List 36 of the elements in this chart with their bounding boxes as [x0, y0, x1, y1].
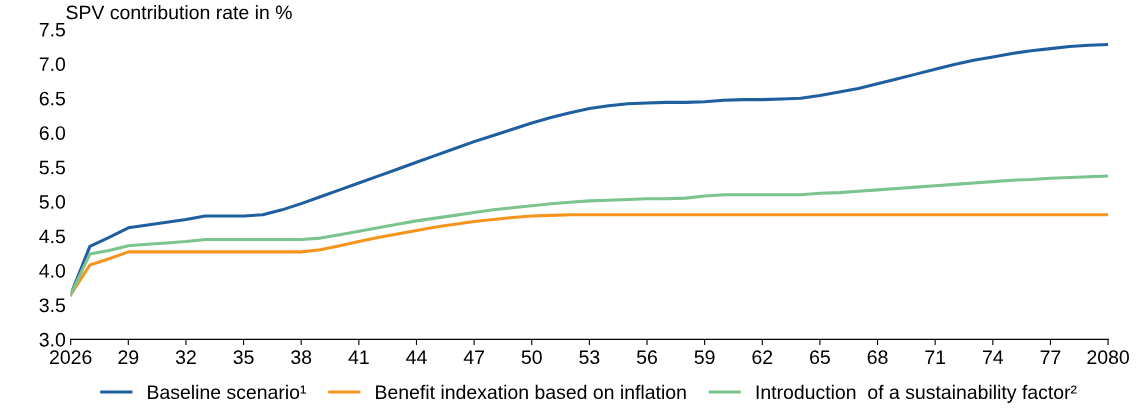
y-tick-label: 6.5	[39, 91, 66, 106]
x-tick-label: 44	[406, 350, 427, 364]
x-tick-label: 53	[579, 350, 600, 365]
y-tick-label: 4.0	[39, 263, 66, 278]
y-tick-label: 5.0	[39, 195, 66, 209]
y-tick-label: 3.0	[39, 332, 66, 347]
y-tick-label: 4.5	[39, 229, 66, 244]
legend-label: Baseline scenario¹	[148, 384, 307, 400]
line-series	[70, 42, 1109, 297]
x-tick-label: 41	[348, 350, 369, 364]
x-tick-label: 29	[118, 350, 139, 365]
y-tick-label: 7.0	[39, 57, 66, 72]
x-tick-label: 77	[1040, 350, 1061, 364]
x-tick-label: 32	[175, 350, 196, 365]
line-series	[70, 174, 1109, 297]
x-tick-label: 65	[810, 350, 830, 365]
x-tick-label: 50	[521, 350, 542, 365]
x-tick-label: 2026	[50, 350, 92, 365]
line-series	[70, 213, 1109, 297]
x-tick-label: 2080	[1087, 350, 1129, 365]
y-tick-label: 3.5	[39, 298, 66, 313]
y-axis-title: SPV contribution rate in %	[66, 5, 292, 20]
x-tick-label: 71	[925, 350, 946, 364]
x-tick-label: 35	[233, 350, 254, 365]
y-tick-label: 5.5	[39, 160, 66, 175]
y-tick-label: 6.0	[39, 126, 66, 140]
x-tick-label: 74	[983, 350, 1004, 364]
x-tick-label: 68	[867, 350, 888, 365]
x-tick-label: 62	[752, 350, 773, 365]
legend-label: Introduction of a sustainability factor²	[756, 384, 1077, 403]
legend-label: Benefit indexation based on inflation	[376, 384, 686, 400]
x-tick-label: 47	[463, 350, 484, 364]
x-tick-label: 56	[636, 350, 657, 365]
x-tick-label: 38	[291, 350, 312, 365]
y-tick-label: 7.5	[39, 23, 66, 37]
x-tick-label: 59	[694, 350, 715, 365]
